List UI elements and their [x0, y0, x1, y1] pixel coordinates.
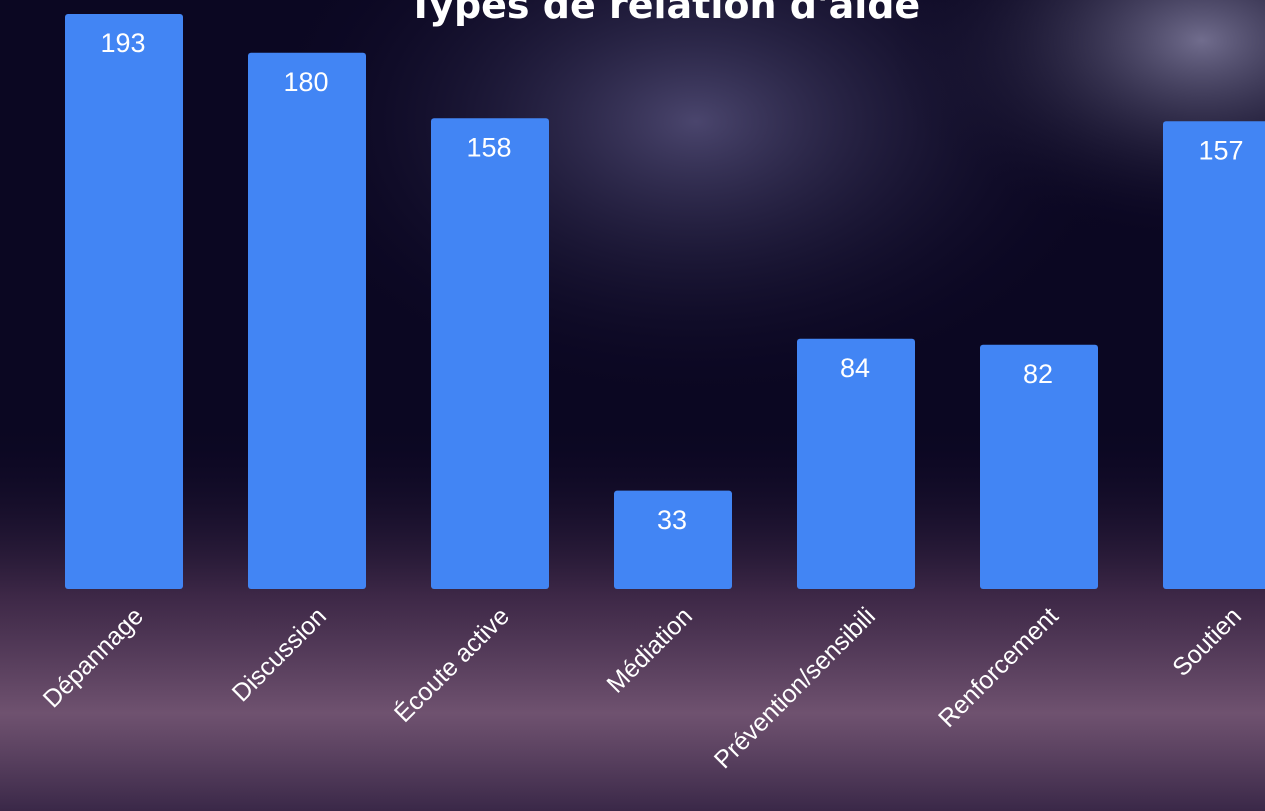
bar — [248, 53, 366, 589]
chart-title: Types de relation d'aide — [408, 0, 920, 27]
value-label: 193 — [100, 28, 145, 58]
bar — [1163, 121, 1265, 589]
bar — [65, 14, 183, 589]
value-label: 82 — [1023, 359, 1053, 389]
value-label: 158 — [466, 132, 511, 162]
value-label: 33 — [657, 505, 687, 535]
chart: Types de relation d'aide 193Dépannage180… — [0, 0, 1265, 811]
value-label: 180 — [283, 67, 328, 97]
bar — [431, 118, 549, 589]
value-label: 157 — [1198, 135, 1243, 165]
page: {"chart_data": {"type": "bar", "title": … — [0, 0, 1265, 811]
value-label: 84 — [840, 353, 870, 383]
